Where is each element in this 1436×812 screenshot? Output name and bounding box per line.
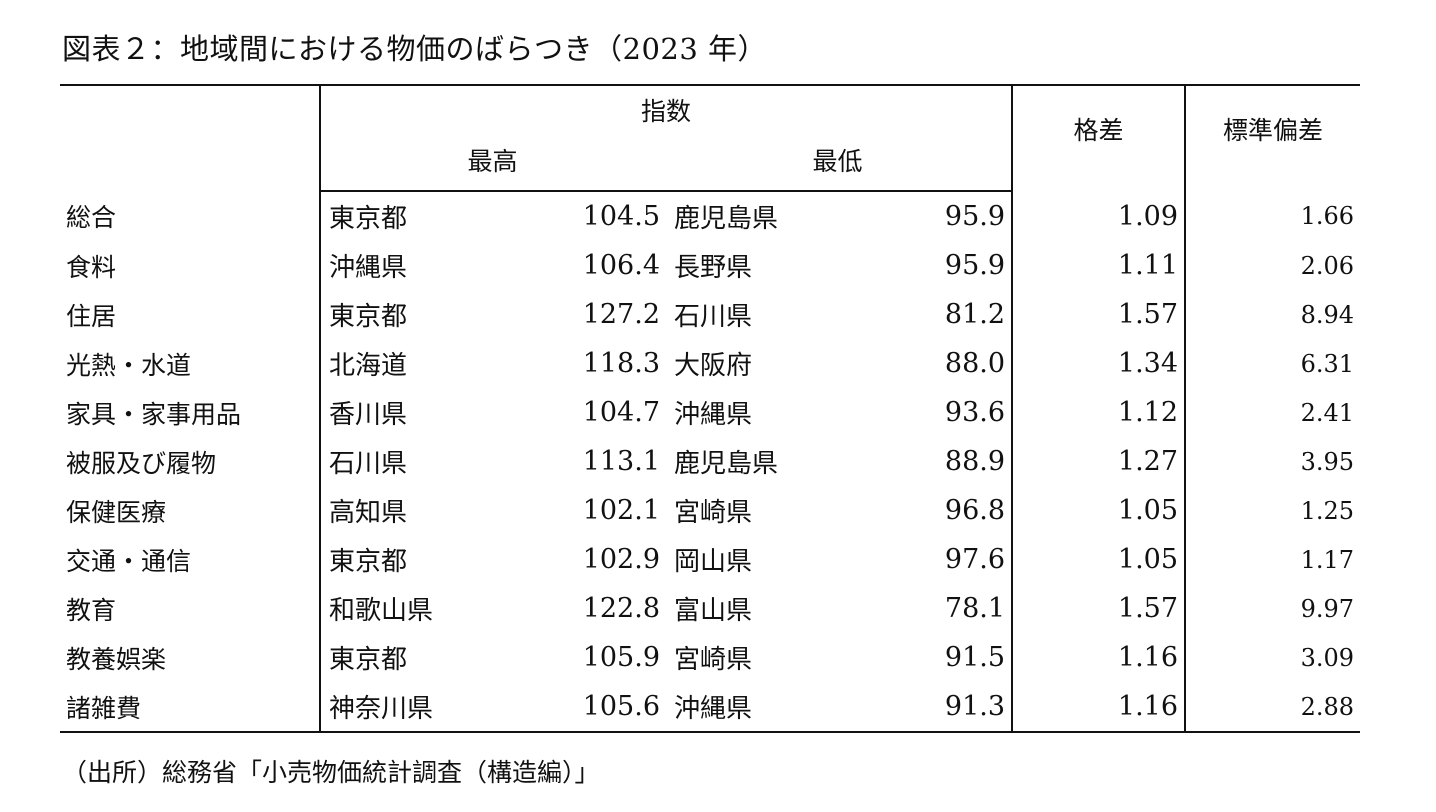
low-value-cell: 81.2 (944, 299, 1006, 330)
ratio-cell: 1.05 (1011, 535, 1186, 584)
table-row: 住居 東京都 127.2 石川県 81.2 1.57 8.94 (60, 290, 1361, 339)
header-lowest: 最低 (664, 134, 1013, 192)
header-index: 指数 (318, 84, 1013, 134)
high-value-cell: 104.5 (582, 201, 660, 232)
low-prefecture-cell: 宮崎県 (674, 645, 753, 675)
std-dev-cell: 9.97 (1184, 584, 1361, 633)
high-value-cell: 113.1 (582, 446, 660, 477)
low-prefecture-cell: 鹿児島県 (674, 449, 779, 479)
high-value-cell: 105.9 (582, 642, 660, 673)
std-dev-cell: 2.88 (1184, 682, 1361, 733)
ratio-cell: 1.16 (1011, 633, 1186, 682)
high-prefecture-cell: 東京都 (319, 191, 440, 241)
table-row: 家具・家事用品 香川県 104.7 沖縄県 93.6 1.12 2.41 (60, 388, 1361, 437)
std-dev-cell: 2.41 (1184, 388, 1361, 437)
header-std-dev: 標準偏差 (1184, 84, 1361, 191)
table-header: 指数 格差 標準偏差 最高 最低 (60, 84, 1361, 192)
low-prefecture-cell: 大阪府 (674, 351, 753, 381)
high-value-cell: 122.8 (582, 593, 660, 624)
std-dev-cell: 1.66 (1184, 191, 1361, 241)
high-value-cell: 118.3 (582, 348, 660, 379)
high-prefecture-cell: 石川県 (319, 437, 440, 486)
category-cell: 光熱・水道 (66, 350, 192, 380)
high-value-cell: 127.2 (582, 299, 660, 330)
high-value-cell: 102.9 (582, 544, 660, 575)
std-dev-cell: 8.94 (1184, 290, 1361, 339)
price-variation-table: 指数 格差 標準偏差 最高 最低 総合 東京都 104.5 鹿児島県 95.9 … (60, 84, 1361, 733)
table-row: 交通・通信 東京都 102.9 岡山県 97.6 1.05 1.17 (60, 535, 1361, 584)
table-row: 光熱・水道 北海道 118.3 大阪府 88.0 1.34 6.31 (60, 339, 1361, 388)
category-cell: 交通・通信 (66, 546, 192, 576)
high-prefecture-cell: 北海道 (319, 339, 440, 388)
low-value-cell: 97.6 (944, 544, 1006, 575)
ratio-cell: 1.12 (1011, 388, 1186, 437)
low-prefecture-cell: 宮崎県 (674, 498, 753, 528)
std-dev-cell: 3.09 (1184, 633, 1361, 682)
low-prefecture-cell: 石川県 (674, 302, 753, 332)
table-row: 教育 和歌山県 122.8 富山県 78.1 1.57 9.97 (60, 584, 1361, 633)
high-value-cell: 105.6 (440, 682, 664, 733)
high-prefecture-cell: 神奈川県 (319, 682, 440, 733)
category-cell: 保健医療 (66, 497, 167, 527)
high-value-cell: 104.7 (582, 397, 660, 428)
ratio-cell: 1.05 (1011, 486, 1186, 535)
high-prefecture-cell: 和歌山県 (319, 584, 440, 633)
low-prefecture-cell: 富山県 (674, 596, 753, 626)
header-highest: 最高 (319, 134, 664, 192)
low-prefecture-cell: 沖縄県 (674, 400, 753, 430)
std-dev-cell: 1.17 (1184, 535, 1361, 584)
std-dev-cell: 3.95 (1184, 437, 1361, 486)
high-prefecture-cell: 東京都 (319, 290, 440, 339)
table-row: 教養娯楽 東京都 105.9 宮崎県 91.5 1.16 3.09 (60, 633, 1361, 682)
table-row: 保健医療 高知県 102.1 宮崎県 96.8 1.05 1.25 (60, 486, 1361, 535)
high-value-cell: 102.1 (582, 495, 660, 526)
low-value-cell: 96.8 (944, 495, 1006, 526)
low-prefecture-cell: 岡山県 (674, 547, 753, 577)
category-cell: 教養娯楽 (66, 644, 167, 674)
std-dev-cell: 1.25 (1184, 486, 1361, 535)
table-row: 総合 東京都 104.5 鹿児島県 95.9 1.09 1.66 (60, 191, 1361, 241)
low-value-cell: 91.5 (944, 642, 1006, 673)
low-value-cell: 95.9 (944, 250, 1006, 281)
header-blank-cell (60, 84, 320, 191)
table-body: 総合 東京都 104.5 鹿児島県 95.9 1.09 1.66 食料 沖縄県 … (60, 191, 1361, 733)
low-value-cell: 88.0 (944, 348, 1006, 379)
low-value-cell: 88.9 (944, 446, 1006, 477)
std-dev-cell: 2.06 (1184, 241, 1361, 290)
category-cell: 諸雑費 (60, 682, 320, 733)
table-row: 被服及び履物 石川県 113.1 鹿児島県 88.9 1.27 3.95 (60, 437, 1361, 486)
std-dev-cell: 6.31 (1184, 339, 1361, 388)
high-prefecture-cell: 沖縄県 (319, 241, 440, 290)
high-prefecture-cell: 東京都 (319, 633, 440, 682)
category-cell: 教育 (66, 595, 117, 625)
low-prefecture-cell: 沖縄県 (664, 682, 794, 733)
low-value-cell: 91.3 (794, 682, 1013, 733)
table-row: 食料 沖縄県 106.4 長野県 95.9 1.11 2.06 (60, 241, 1361, 290)
ratio-cell: 1.27 (1011, 437, 1186, 486)
category-cell: 家具・家事用品 (66, 399, 242, 429)
ratio-cell: 1.57 (1011, 584, 1186, 633)
ratio-cell: 1.34 (1011, 339, 1186, 388)
ratio-cell: 1.11 (1011, 241, 1186, 290)
table-row: 諸雑費 神奈川県 105.6 沖縄県 91.3 1.16 2.88 (60, 682, 1361, 733)
category-cell: 食料 (66, 252, 117, 282)
high-prefecture-cell: 高知県 (319, 486, 440, 535)
high-prefecture-cell: 香川県 (319, 388, 440, 437)
ratio-cell: 1.16 (1011, 682, 1186, 733)
low-value-cell: 93.6 (944, 397, 1006, 428)
table-title: 図表２：地域間における物価のばらつき（2023 年） (62, 32, 768, 66)
high-prefecture-cell: 東京都 (319, 535, 440, 584)
low-prefecture-cell: 鹿児島県 (674, 204, 779, 234)
category-cell: 住居 (66, 301, 117, 331)
low-value-cell: 95.9 (944, 201, 1006, 232)
category-cell: 被服及び履物 (66, 448, 217, 478)
header-ratio: 格差 (1011, 84, 1186, 191)
ratio-cell: 1.09 (1011, 191, 1186, 241)
source-note: （出所）総務省「小売物価統計調査（構造編）」 (62, 758, 600, 787)
category-cell: 総合 (66, 203, 117, 232)
high-value-cell: 106.4 (582, 250, 660, 281)
low-value-cell: 78.1 (944, 593, 1006, 624)
low-prefecture-cell: 長野県 (674, 253, 753, 283)
ratio-cell: 1.57 (1011, 290, 1186, 339)
